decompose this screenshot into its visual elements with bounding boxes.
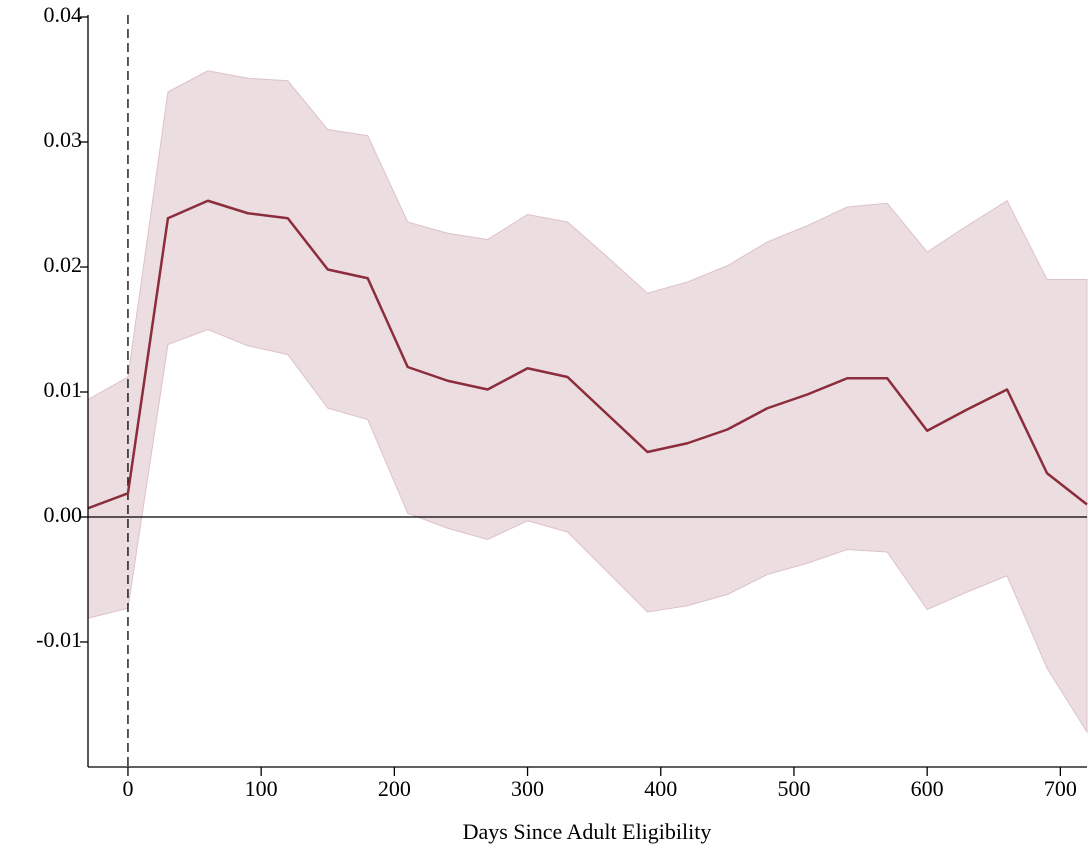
y-tick-label: 0.04 xyxy=(44,2,83,27)
x-tick-label: 500 xyxy=(777,776,810,801)
estimate-line xyxy=(87,199,1088,510)
y-tick-label: 0.01 xyxy=(44,377,83,402)
x-tick-label: 400 xyxy=(644,776,677,801)
x-tick-label: 0 xyxy=(122,776,133,801)
x-tick-label: 700 xyxy=(1044,776,1077,801)
x-tick-label: 300 xyxy=(511,776,544,801)
x-tick-label: 100 xyxy=(245,776,278,801)
y-tick-label: 0.02 xyxy=(44,252,83,277)
confidence-band xyxy=(87,70,1088,734)
x-tick-label: 200 xyxy=(378,776,411,801)
x-axis-label: Days Since Adult Eligibility xyxy=(463,819,712,844)
y-tick-label: -0.01 xyxy=(36,627,82,652)
x-tick-label: 600 xyxy=(911,776,944,801)
y-tick-label: 0.00 xyxy=(44,502,83,527)
y-tick-label: 0.03 xyxy=(44,127,83,152)
